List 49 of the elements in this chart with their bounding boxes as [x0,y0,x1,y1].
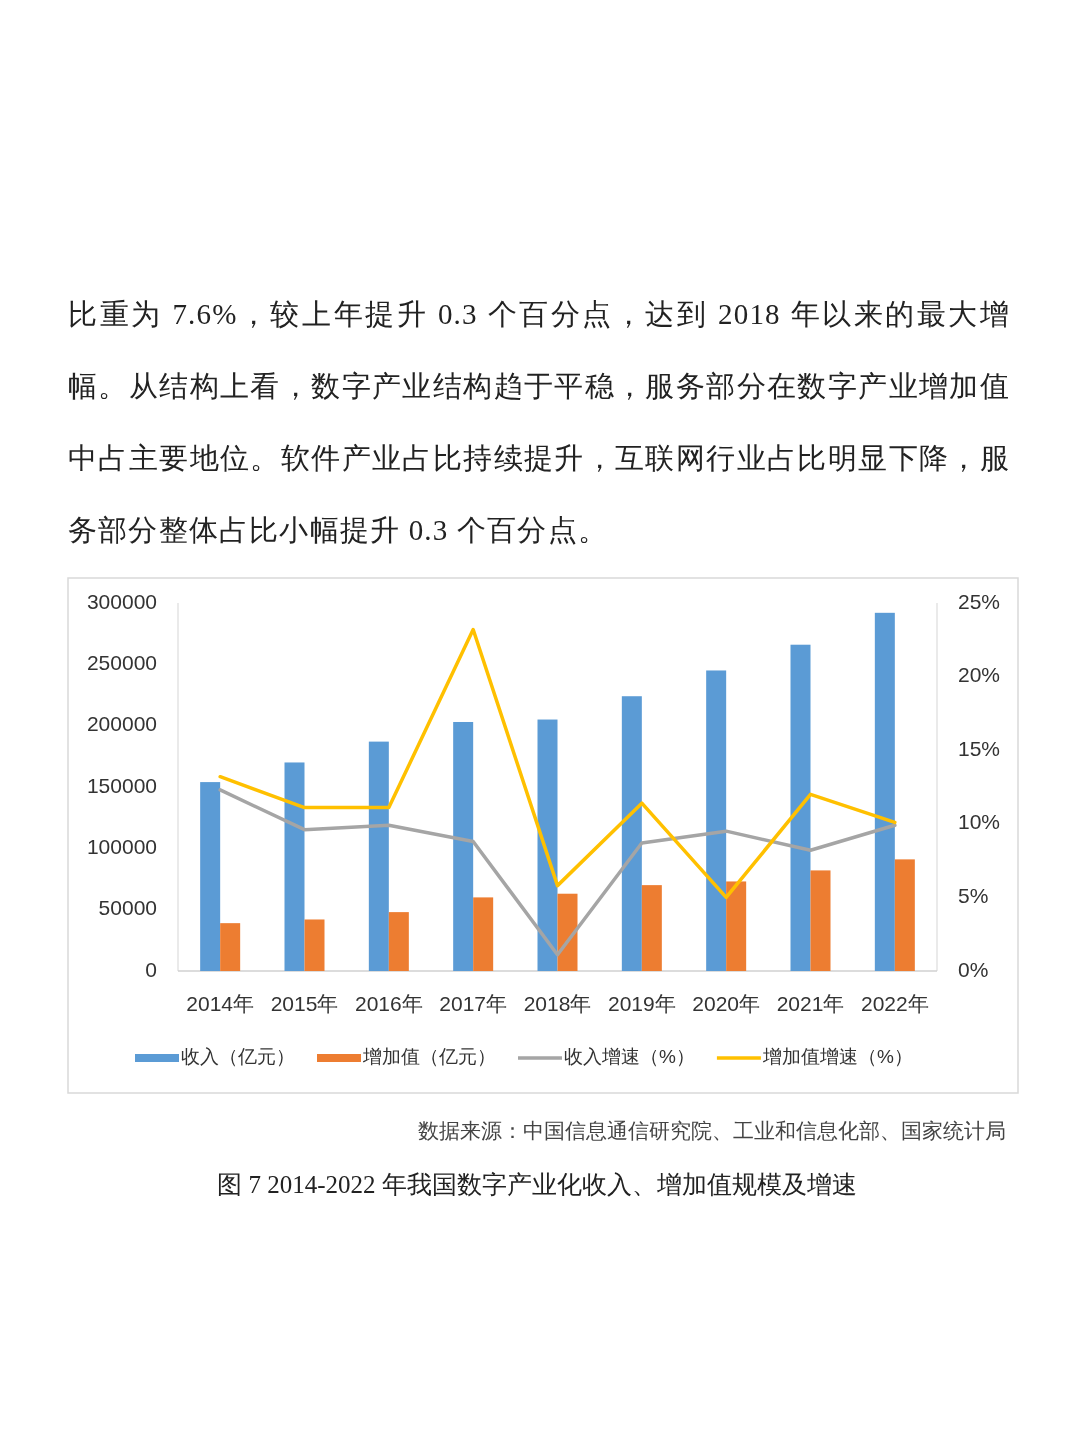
legend-label: 增加值（亿元） [362,1046,496,1068]
bar [220,923,241,971]
bar [388,912,409,971]
bar [621,696,642,971]
bar [284,762,305,971]
x-tick-label: 2017年 [439,991,508,1015]
y2-tick-label: 25% [958,589,1001,613]
y-tick-label: 250000 [86,650,157,674]
legend-label: 收入增速（%） [564,1046,695,1068]
y2-tick-label: 20% [958,663,1001,687]
y2-tick-label: 10% [958,810,1001,834]
bar [368,741,389,971]
x-tick-label: 2021年 [776,991,845,1015]
source-note: 数据来源：中国信息通信研究院、工业和信息化部、国家统计局 [418,1118,1006,1143]
bar [894,859,915,971]
legend-label: 收入（亿元） [181,1046,295,1068]
bar [706,670,727,971]
bar [874,612,895,971]
bar [200,782,221,971]
y2-tick-label: 5% [958,883,989,907]
bar [473,897,494,971]
y2-tick-label: 15% [958,736,1001,760]
line-series [218,788,897,957]
y-tick-label: 150000 [86,773,157,797]
y-tick-label: 0 [145,957,157,981]
bar [641,885,662,971]
line-series [218,627,897,900]
y-tick-label: 100000 [86,834,157,858]
x-tick-label: 2018年 [523,991,592,1015]
x-tick-label: 2019年 [607,991,676,1015]
x-tick-label: 2022年 [860,991,929,1015]
x-tick-label: 2014年 [186,991,255,1015]
bar [790,644,811,971]
bar [453,721,474,971]
y-tick-label: 300000 [86,589,157,613]
bar [810,870,831,971]
y2-tick-label: 0% [958,957,989,981]
bar [304,919,325,971]
bar [726,881,747,971]
y-tick-label: 50000 [98,896,157,920]
x-tick-label: 2015年 [270,991,339,1015]
bar [557,893,578,971]
bar [537,719,558,971]
x-tick-label: 2020年 [692,991,761,1015]
text: 图 7 2014-2022 年我国数字产业化收入、增加值规模及增速 [217,1170,857,1198]
x-tick-label: 2016年 [354,991,423,1015]
text: 比重为 7.6%，较上年提升 0.3 个百分点，达到 2018 年以来的最大增幅。从结构上看，数字产业结构趋于平稳，服务部分在数字产业增加值中占主要地位。软件产业占比持续提升，互联网行业占比明显下降，服务部分整体占比小幅提升 0.3 个百分点。 [68,298,1010,546]
legend-label: 增加值增速（%） [761,1046,913,1068]
y-tick-label: 200000 [86,712,157,736]
